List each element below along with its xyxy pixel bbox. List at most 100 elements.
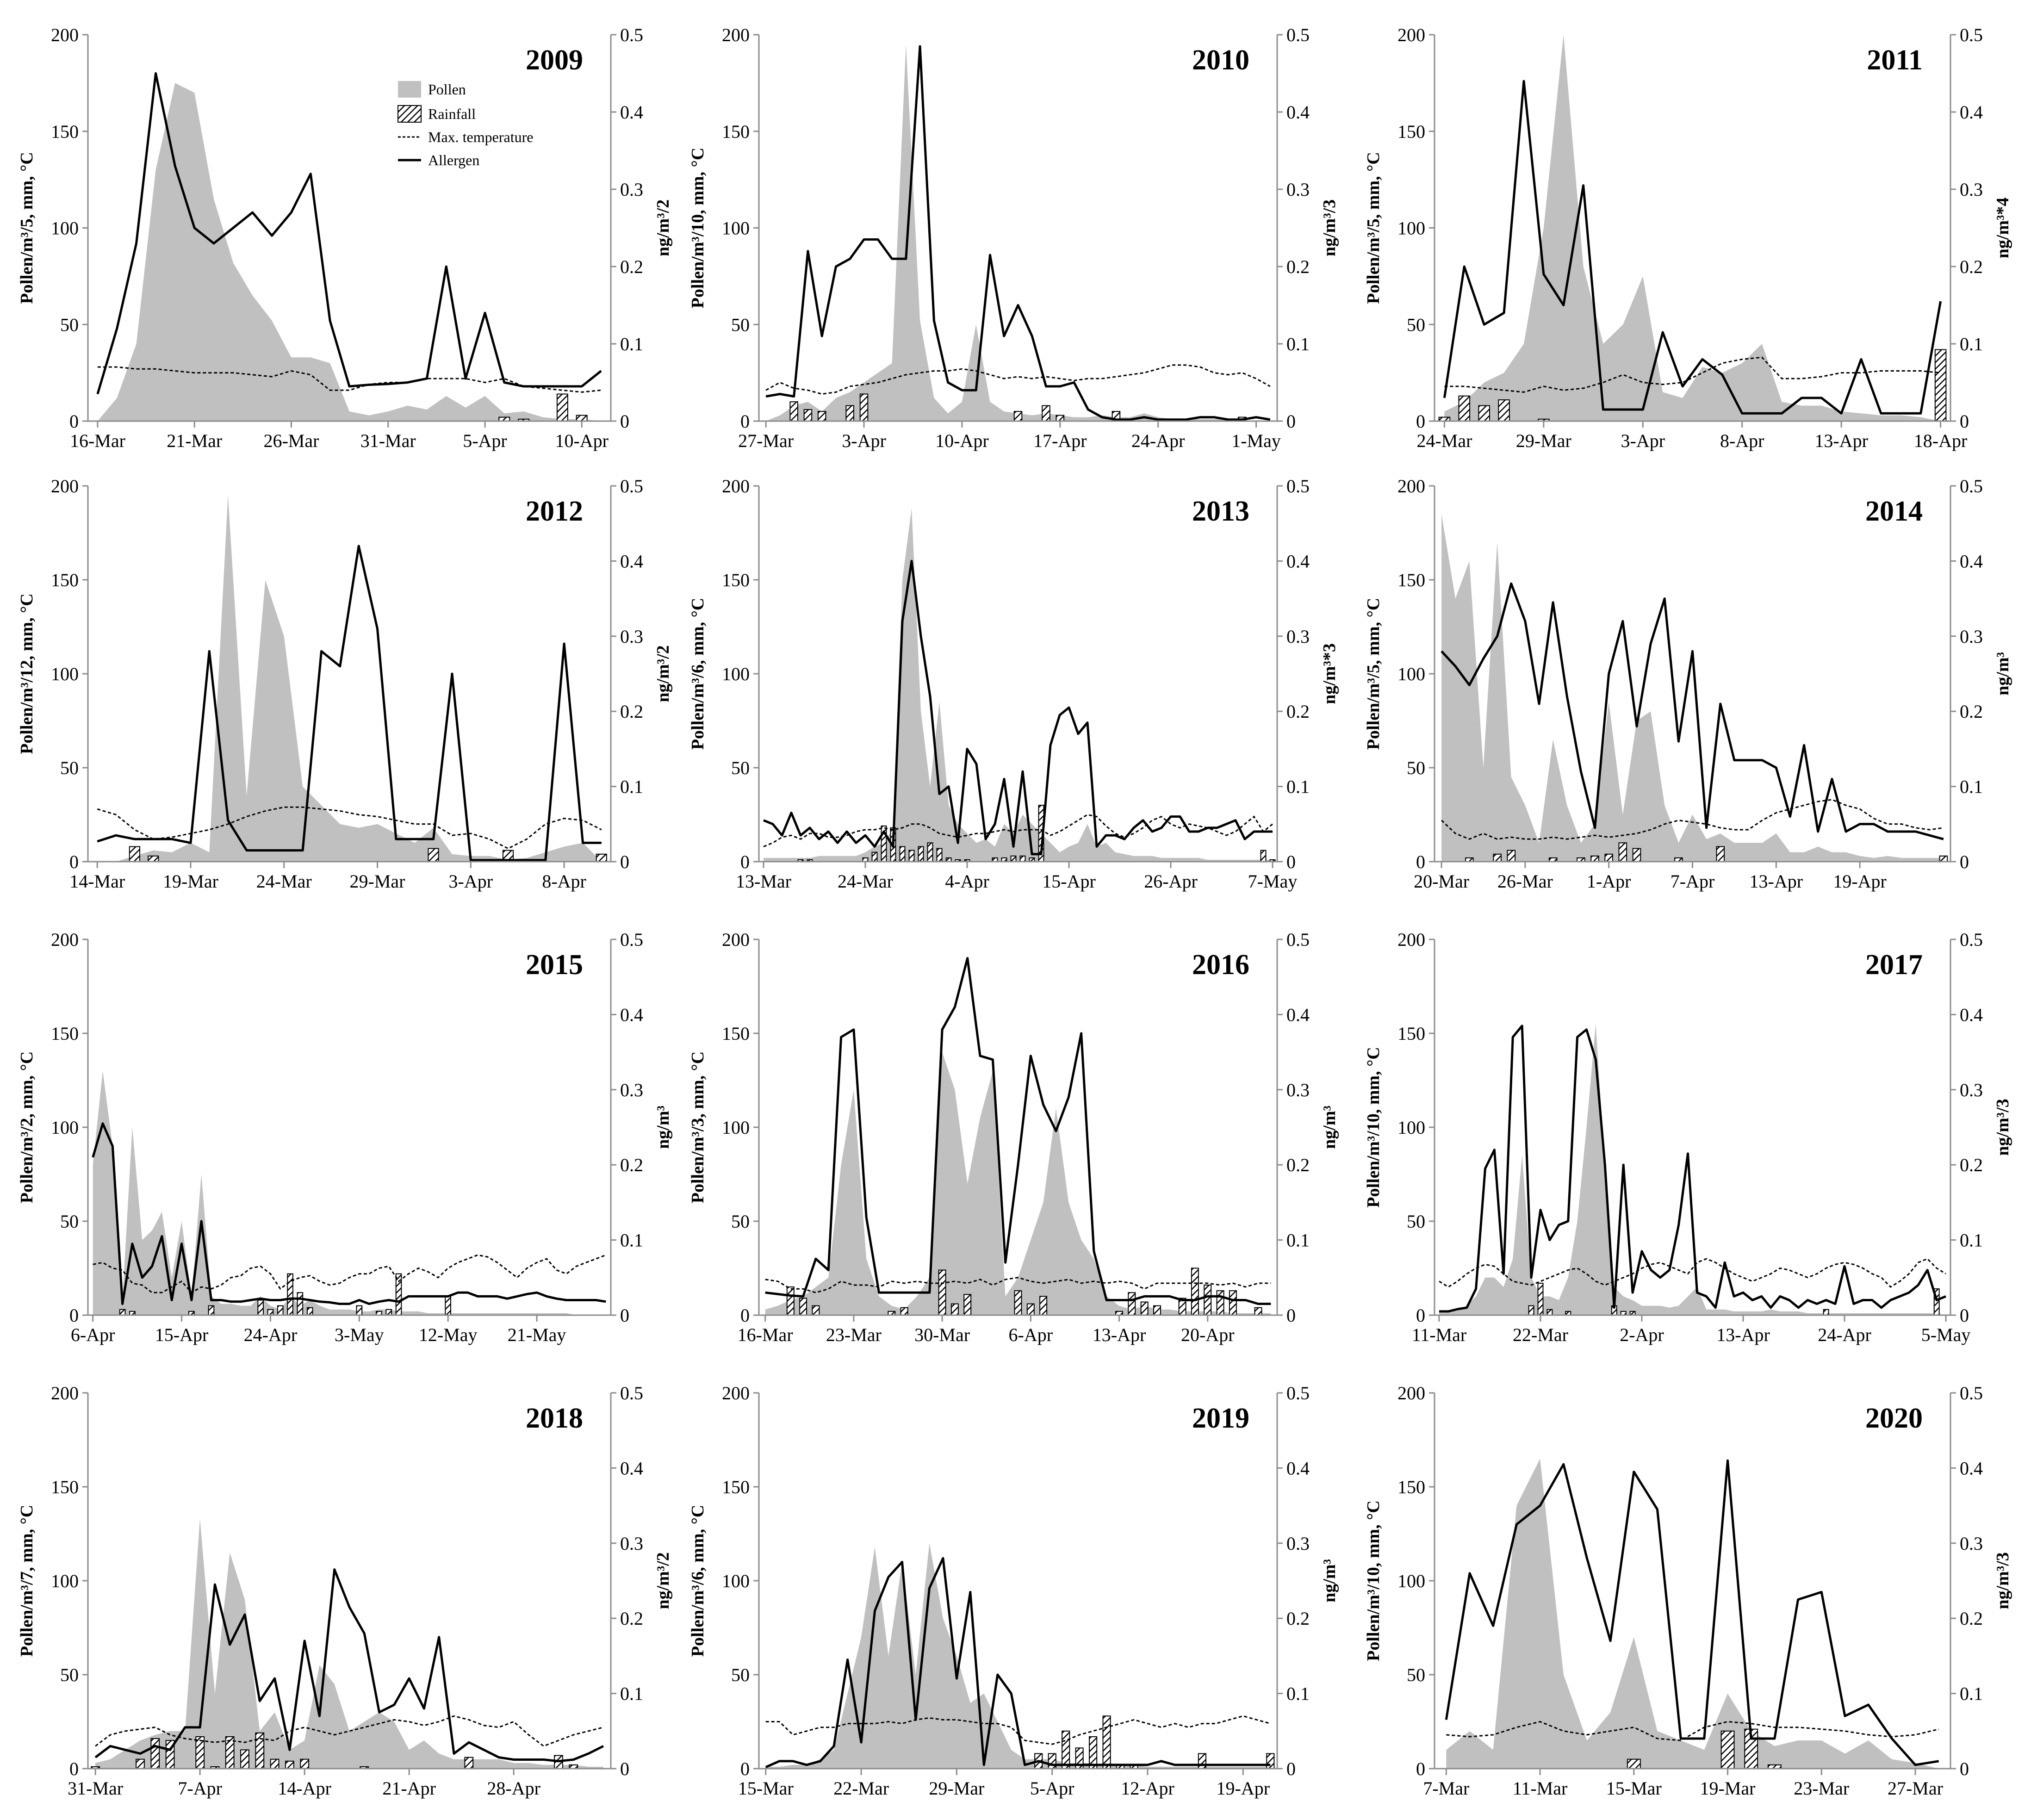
- allergen-line: [1439, 1025, 1946, 1313]
- left-tick-label: 150: [51, 1023, 79, 1044]
- right-tick-label: 0: [1286, 1758, 1296, 1779]
- right-axis-label: ng/m³/2: [653, 1552, 673, 1609]
- right-tick-label: 0: [1286, 411, 1296, 432]
- chart-panel-2017: 0 50 100 150 200 0 0.1 0.2 0.3 0.4 0.5 11-Mar 22-Mar…: [1364, 929, 2012, 1345]
- x-tick-label: 12-Apr: [1121, 1778, 1174, 1799]
- x-tick-label: 15-Mar: [738, 1778, 794, 1799]
- rainfall-bar: [1493, 853, 1502, 863]
- rainfall-bar: [799, 1298, 807, 1316]
- chart-panel-2016: 0 50 100 150 200 0 0.1 0.2 0.3 0.4 0.5 16-Mar 23-Mar…: [688, 929, 1339, 1345]
- right-tick-label: 0.3: [1286, 1080, 1310, 1100]
- rainfall-bar: [1204, 1285, 1212, 1316]
- temperature-line: [95, 1715, 604, 1747]
- rainfall-bar: [267, 1309, 274, 1316]
- left-axis-label: Pollen/m³/3, mm, °C: [688, 1051, 708, 1203]
- left-tick-label: 100: [51, 1117, 79, 1138]
- rainfall-bar: [1198, 1753, 1207, 1769]
- left-axis-label: Pollen/m³/6, mm, °C: [688, 1505, 708, 1657]
- right-tick-label: 0: [1960, 1758, 1969, 1779]
- rainfall-bar: [1153, 1305, 1161, 1316]
- right-tick-label: 0.3: [620, 1533, 643, 1554]
- allergen-line: [96, 72, 602, 395]
- right-tick-label: 0.4: [620, 1004, 643, 1025]
- left-tick-label: 200: [1397, 1383, 1425, 1404]
- right-tick-label: 0.3: [1960, 179, 1983, 200]
- left-tick-label: 100: [1397, 664, 1425, 684]
- x-tick-label: 8-Apr: [542, 871, 586, 892]
- left-tick-label: 200: [722, 476, 750, 497]
- rainfall-bar: [1618, 842, 1627, 863]
- x-tick-label: 14-Apr: [278, 1778, 331, 1799]
- x-tick-label: 11-Mar: [1412, 1324, 1466, 1345]
- rainfall-bar: [1019, 855, 1026, 863]
- right-tick-label: 0: [620, 1758, 629, 1779]
- chart-legend: Pollen Rainfall Max. temperature Allerge…: [397, 81, 533, 168]
- pollen-area: [97, 495, 602, 862]
- temperature-line: [97, 366, 602, 393]
- right-tick-label: 0.2: [1960, 1155, 1983, 1175]
- left-tick-label: 100: [1397, 1117, 1425, 1138]
- right-tick-label: 0.1: [1960, 776, 1983, 797]
- rainfall-bar: [1604, 853, 1613, 863]
- chart-panel-2014: 0 50 100 150 200 0 0.1 0.2 0.3 0.4 0.5 20-Mar 26-Mar…: [1364, 476, 2012, 892]
- rainfall-bar: [136, 1758, 145, 1769]
- allergen-line: [765, 1557, 1271, 1769]
- x-tick-label: 5-Apr: [463, 430, 507, 451]
- panel-year-title: 2015: [526, 949, 583, 981]
- left-axis-label: Pollen/m³/6, mm, °C: [688, 598, 708, 750]
- chart-panel-2013: 0 50 100 150 200 0 0.1 0.2 0.3 0.4 0.5 13-Mar 24-Mar…: [688, 476, 1339, 892]
- chart-panels: 0 50 100 150 200 0 0.1 0.2 0.3 0.4 0.5 16-Mar 21-Mar…: [17, 25, 2012, 1799]
- x-tick-label: 5-Apr: [1030, 1778, 1074, 1799]
- right-tick-label: 0.2: [1286, 256, 1310, 277]
- panel-year-title: 2019: [1192, 1403, 1249, 1434]
- panel-year-title: 2012: [526, 496, 583, 527]
- right-tick-label: 0.2: [1960, 701, 1983, 722]
- temperature-line: [93, 1254, 606, 1294]
- right-tick-label: 0.2: [620, 1155, 643, 1175]
- right-tick-label: 0.4: [620, 102, 643, 123]
- rainfall-bar: [1716, 846, 1725, 862]
- rainfall-bar: [938, 1269, 946, 1316]
- allergen-line: [94, 1568, 604, 1763]
- rainfall-bar: [306, 1307, 313, 1316]
- x-tick-label: 27-Mar: [738, 430, 794, 451]
- left-tick-label: 100: [51, 1571, 79, 1591]
- rainfall-bar: [789, 401, 799, 422]
- right-tick-label: 0.3: [1960, 1080, 1983, 1100]
- left-tick-label: 100: [722, 218, 750, 239]
- left-tick-label: 150: [51, 1477, 79, 1497]
- x-tick-label: 24-Apr: [1131, 430, 1185, 451]
- left-tick-label: 150: [1397, 121, 1425, 142]
- temperature-line: [765, 364, 1271, 395]
- rainfall-bar: [195, 1736, 205, 1769]
- x-tick-label: 16-Mar: [738, 1324, 793, 1345]
- pollen-area: [1439, 1024, 1946, 1315]
- rainfall-bar: [786, 1286, 795, 1316]
- pollen-area: [95, 1519, 603, 1769]
- x-tick-label: 6-Apr: [1009, 1324, 1053, 1345]
- right-tick-label: 0.4: [1286, 1004, 1310, 1025]
- rainfall-bar: [1229, 1290, 1237, 1316]
- left-tick-label: 50: [60, 1665, 79, 1685]
- right-tick-label: 0.3: [620, 179, 643, 200]
- right-tick-label: 0.1: [1960, 1230, 1983, 1251]
- right-tick-label: 0.4: [1286, 551, 1310, 571]
- rainfall-bar: [270, 1758, 279, 1769]
- right-tick-label: 0: [620, 851, 629, 872]
- x-tick-label: 23-Mar: [1794, 1778, 1849, 1799]
- rainfall-bar: [859, 393, 869, 422]
- right-tick-label: 0: [1960, 851, 1969, 872]
- x-tick-label: 21-Apr: [382, 1778, 436, 1799]
- rainfall-bar: [556, 393, 568, 422]
- left-tick-label: 0: [69, 1305, 79, 1326]
- rainfall-bar: [817, 411, 826, 422]
- chart-panel-2012: 0 50 100 150 200 0 0.1 0.2 0.3 0.4 0.5 14-Mar 19-Mar…: [17, 476, 673, 892]
- left-tick-label: 0: [69, 851, 79, 872]
- right-tick-label: 0.1: [1286, 1683, 1310, 1704]
- allergen-line: [763, 559, 1273, 856]
- x-tick-label: 21-Mar: [167, 430, 222, 451]
- x-tick-label: 15-Apr: [1042, 871, 1096, 892]
- x-tick-label: 19-Apr: [1217, 1778, 1270, 1799]
- left-tick-label: 100: [1397, 1571, 1425, 1591]
- x-tick-label: 7-Mar: [1423, 1778, 1469, 1799]
